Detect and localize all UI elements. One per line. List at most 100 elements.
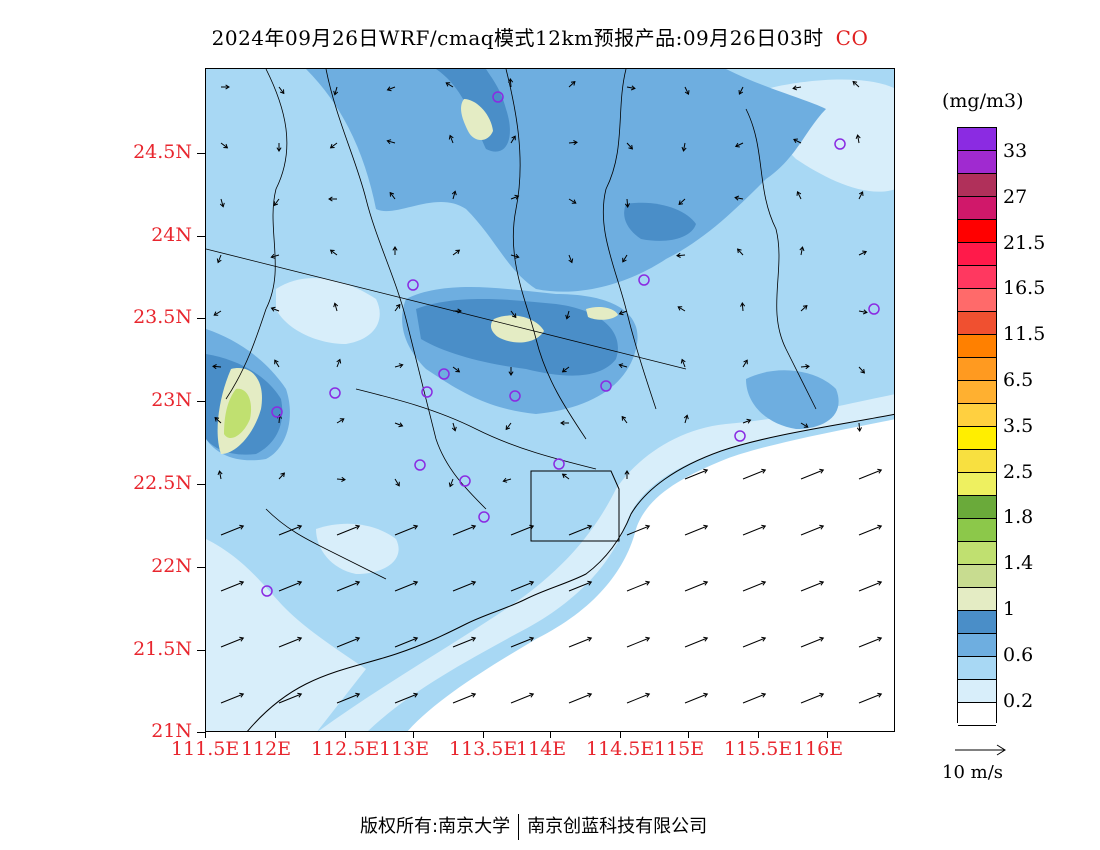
wind-arrowhead [803, 423, 809, 428]
species-label: CO [835, 26, 869, 50]
wind-arrow [568, 581, 592, 592]
wind-arrowhead [587, 580, 593, 586]
wind-arrow [858, 469, 882, 480]
wind-arrowhead [736, 248, 742, 254]
wind-arrow [858, 366, 865, 374]
wind-arrowhead [761, 636, 767, 642]
station-marker [868, 303, 880, 315]
lat-label: 23N [151, 389, 192, 411]
wind-arrow [387, 86, 396, 91]
wind-arrowhead [239, 524, 245, 530]
wind-arrow [568, 637, 592, 648]
wind-arrow [678, 198, 686, 205]
wind-arrowhead [214, 416, 220, 422]
wind-arrowhead [565, 314, 571, 320]
wind-arrow [568, 81, 576, 88]
wind-arrow [858, 191, 864, 200]
wind-arrowhead [645, 636, 651, 642]
wind-arrowhead [734, 195, 740, 201]
wind-arrow [568, 254, 573, 263]
wind-arrow [684, 637, 708, 648]
wind-arrow [330, 142, 338, 149]
wind-arrow [452, 366, 460, 373]
wind-arrow [220, 637, 244, 648]
wind-arrow [336, 637, 360, 648]
wind-arrowhead [355, 636, 361, 642]
wind-arrow [394, 581, 418, 592]
wind-arrowhead [856, 427, 862, 432]
wind-arrow [271, 307, 280, 312]
wind-arrow [505, 422, 512, 430]
wind-arrow [336, 525, 360, 536]
wind-arrow [394, 637, 418, 648]
wind-arrow [800, 581, 824, 592]
lat-label: 22.5N [133, 472, 192, 494]
lon-tick [205, 732, 206, 738]
wind-arrowhead [681, 146, 687, 152]
wind-arrowhead [225, 84, 230, 90]
wind-arrowhead [471, 524, 477, 530]
boundary-6 [206, 248, 687, 370]
wind-arrow [677, 306, 686, 312]
wind-arrow [800, 247, 803, 256]
wind-arrow [452, 581, 476, 592]
wind-arrowhead [645, 580, 651, 586]
high-band-ne [624, 202, 696, 241]
wind-arrow [510, 693, 534, 704]
wind-arrow [684, 525, 708, 536]
low-patch-sw [316, 523, 399, 574]
wind-arrowhead [676, 252, 681, 258]
wind-arrow [800, 637, 824, 648]
patch-1 [461, 99, 493, 140]
lon-tick [620, 732, 621, 738]
wind-arrowhead [703, 524, 709, 530]
wind-arrow [330, 249, 338, 256]
station-marker [734, 430, 746, 442]
wind-arrowhead [570, 80, 576, 86]
wind-arrowhead [568, 258, 574, 264]
wind-arrow [336, 478, 346, 481]
legend-label: 16.5 [1003, 277, 1046, 300]
wind-arrowhead [270, 306, 276, 312]
lat-tick [197, 401, 205, 402]
wind-arrow [858, 581, 882, 592]
legend-label: 27 [1003, 185, 1028, 208]
legend-swatch [958, 128, 996, 151]
wind-arrow [449, 478, 454, 487]
wind-arrowhead [217, 470, 223, 476]
lon-label: 112E [241, 738, 292, 760]
wind-arrow [742, 693, 766, 704]
map-panel [205, 68, 895, 732]
copyright-right: 南京创蓝科技有限公司 [527, 816, 708, 837]
color-legend [957, 127, 997, 726]
legend-swatch [958, 634, 996, 657]
legend-unit: (mg/m3) [942, 90, 1024, 112]
wind-arrow [452, 525, 476, 536]
lat-tick [197, 153, 205, 154]
wind-arrow [735, 142, 744, 147]
station-marker [478, 511, 490, 523]
wind-arrow [626, 637, 650, 648]
wind-arrow [220, 581, 244, 592]
wind-arrow [394, 304, 401, 312]
wind-arrowhead [445, 82, 451, 87]
lat-tick [197, 484, 205, 485]
wind-arrowhead [618, 310, 624, 316]
wind-arrowhead [212, 364, 217, 370]
wind-arrowhead [529, 636, 535, 642]
wind-arrowhead [740, 302, 746, 307]
wind-arrowhead [386, 86, 392, 92]
wind-arrowhead [792, 85, 797, 91]
wind-arrowhead [819, 580, 825, 586]
wind-arrowhead [560, 420, 565, 426]
wind-arrow [797, 191, 802, 200]
wind-arrow [568, 198, 577, 204]
legend-swatch [958, 151, 996, 174]
wind-arrow [278, 693, 302, 704]
station-markers [261, 91, 880, 597]
wind-arrow [858, 422, 861, 432]
wind-arrowhead [802, 304, 808, 310]
wind-arrowhead [297, 580, 303, 586]
wind-arrowhead [336, 358, 342, 364]
legend-swatch [958, 450, 996, 473]
